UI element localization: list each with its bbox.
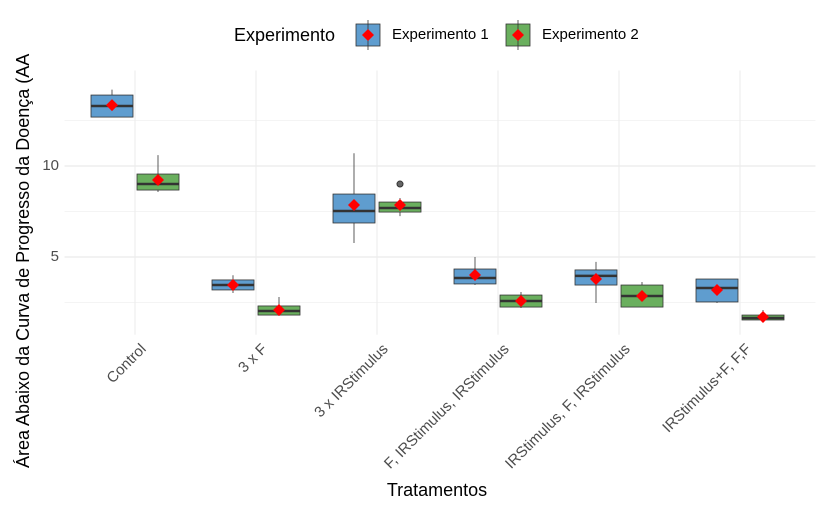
mean-marker xyxy=(757,311,769,324)
mean-marker xyxy=(152,174,164,187)
legend-title: Experimento xyxy=(234,25,335,45)
legend-mean xyxy=(512,29,524,41)
box-group xyxy=(90,89,134,118)
y-tick-label: 10 xyxy=(42,157,59,174)
box-group xyxy=(136,155,180,193)
mean-marker xyxy=(469,269,481,282)
x-tick-label: IRStimulus, F, IRStimulus xyxy=(502,341,634,473)
legend-label: Experimento 2 xyxy=(542,26,639,43)
legend-label: Experimento 1 xyxy=(392,26,489,43)
mean-marker xyxy=(106,99,118,112)
x-tick-label: 3 x F xyxy=(235,341,271,377)
legend-mean xyxy=(362,29,374,41)
mean-marker xyxy=(394,198,406,211)
box-group xyxy=(211,275,255,294)
box-group xyxy=(574,261,618,304)
y-axis-title: Área Abaixo da Curva de Progresso da Doe… xyxy=(13,54,33,468)
x-axis-title: Tratamentos xyxy=(387,480,487,500)
mean-marker xyxy=(227,279,239,292)
mean-marker xyxy=(348,198,360,211)
box-group xyxy=(620,281,664,308)
box-group xyxy=(453,257,497,286)
mean-marker xyxy=(711,283,723,296)
mean-marker xyxy=(590,273,602,286)
box-group xyxy=(695,278,739,304)
box-group xyxy=(741,309,785,324)
outlier xyxy=(396,180,404,188)
mean-marker xyxy=(273,303,285,316)
mean-marker xyxy=(636,289,648,302)
box-group xyxy=(378,180,422,217)
box-group xyxy=(499,291,543,308)
x-tick-label: F, IRStimulus, IRStimulus xyxy=(381,341,513,473)
y-tick-label: 5 xyxy=(51,248,59,265)
x-tick-label: Control xyxy=(103,341,149,387)
box-group xyxy=(257,297,301,316)
box-group xyxy=(332,153,376,243)
x-tick-label: 3 x IRStimulus xyxy=(311,341,391,421)
x-tick-label: IRStimulus+F, F,F xyxy=(659,341,754,436)
mean-marker xyxy=(515,295,527,308)
